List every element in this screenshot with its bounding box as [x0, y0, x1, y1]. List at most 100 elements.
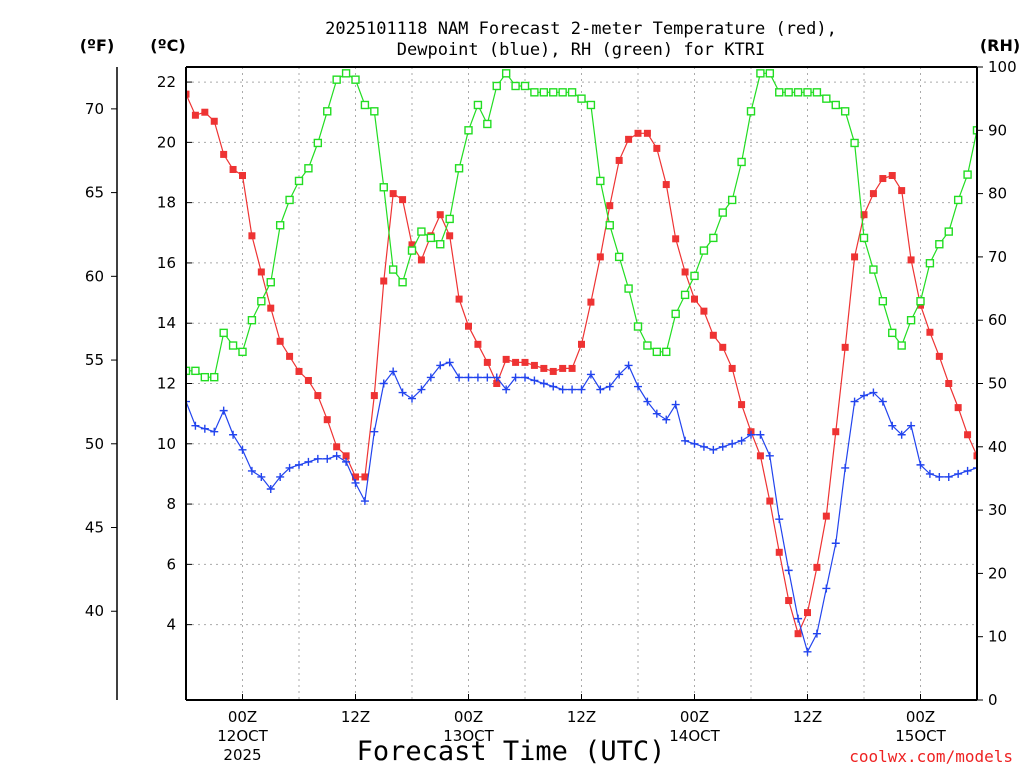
dewpoint-point — [238, 445, 247, 454]
temperature-point — [446, 232, 454, 240]
rh-point — [963, 170, 972, 179]
dewpoint-point — [304, 457, 313, 466]
temperature-point — [935, 352, 943, 360]
x-tick-label-date: 13OCT — [443, 727, 494, 745]
dewpoint-point — [389, 367, 398, 376]
dewpoint-point — [803, 647, 812, 656]
rh-point — [840, 107, 850, 116]
dewpoint-point — [925, 469, 934, 478]
dewpoint-point — [417, 385, 426, 394]
dewpoint-point — [850, 397, 859, 406]
rh-point — [266, 278, 275, 287]
rh-point — [812, 88, 822, 97]
temperature-point — [502, 355, 510, 363]
dewpoint-point — [276, 472, 285, 481]
temperature-point — [276, 337, 284, 345]
dewpoint-point — [615, 370, 624, 379]
temperature-point — [521, 358, 529, 366]
temperature-point — [239, 172, 246, 180]
temperature-point — [954, 404, 962, 412]
dewpoint-point — [549, 382, 558, 391]
rh-point — [370, 107, 379, 116]
celsius-tick-label: 10 — [157, 435, 176, 453]
x-tick-label-time: 12Z — [793, 708, 822, 726]
temperature-point — [408, 241, 416, 249]
rh-point — [549, 88, 558, 97]
temperature-point — [653, 144, 661, 152]
celsius-tick-label: 14 — [157, 314, 176, 332]
celsius-tick-label: 6 — [166, 555, 176, 573]
temperature-point — [229, 165, 237, 173]
celsius-axis-unit: (ºC) — [150, 36, 185, 55]
dewpoint-point — [370, 427, 379, 436]
rh-point — [558, 88, 567, 97]
temperature-point — [399, 196, 407, 204]
rh-point — [398, 278, 407, 287]
rh-tick-label: 30 — [988, 501, 1007, 519]
dewpoint-point — [897, 430, 906, 439]
rh-tick-label: 60 — [988, 311, 1007, 329]
dewpoint-point — [511, 373, 520, 382]
dewpoint-point — [652, 409, 661, 418]
dewpoint-point — [342, 457, 351, 466]
temperature-point — [681, 268, 689, 276]
rh-point — [567, 88, 577, 97]
celsius-tick-label: 4 — [166, 616, 176, 634]
dewpoint-point — [784, 566, 793, 575]
dewpoint-point — [860, 391, 868, 400]
temperature-point — [964, 431, 972, 439]
rh-point — [765, 69, 775, 78]
dewpoint-point — [775, 515, 784, 524]
rh-point — [445, 214, 454, 224]
rh-point — [737, 157, 746, 167]
rh-tick-label: 20 — [988, 564, 1007, 582]
fahrenheit-tick-label: 70 — [85, 100, 104, 118]
dewpoint-point — [295, 460, 303, 469]
rh-point — [605, 221, 614, 230]
dewpoint-point — [596, 385, 605, 394]
temperature-point — [851, 253, 859, 261]
rh-point — [935, 240, 944, 249]
fahrenheit-tick-label: 45 — [85, 519, 104, 537]
dewpoint-point — [944, 472, 953, 481]
rh-point — [850, 138, 859, 148]
rh-point — [360, 100, 370, 110]
rh-point — [219, 328, 228, 338]
rh-point — [624, 284, 633, 293]
temperature-point — [530, 361, 538, 369]
dewpoint-point — [398, 388, 407, 397]
rh-point — [247, 316, 257, 325]
dewpoint-point — [558, 385, 567, 394]
dewpoint-point — [200, 424, 209, 433]
rh-point — [511, 81, 520, 91]
temperature-point — [719, 343, 727, 351]
dewpoint-point — [360, 497, 369, 506]
temperature-point — [370, 392, 378, 400]
dewpoint-point — [643, 397, 652, 406]
rh-point — [539, 88, 549, 97]
dewpoint-point — [530, 376, 539, 385]
dewpoint-point — [266, 485, 275, 493]
temperature-point — [465, 322, 472, 330]
fahrenheit-tick-label: 65 — [85, 184, 104, 202]
temperature-point — [352, 473, 359, 481]
rh-tick-label: 0 — [988, 691, 998, 709]
rh-point — [888, 328, 897, 338]
temperature-point — [474, 340, 482, 348]
x-tick-label-time: 12Z — [567, 708, 596, 726]
rh-point — [388, 265, 398, 274]
temperature-point — [860, 211, 868, 219]
dewpoint-point — [210, 427, 219, 436]
temperature-point — [314, 392, 322, 400]
dewpoint-point — [737, 436, 746, 445]
x-tick-label-time: 00Z — [228, 708, 257, 726]
temperature-point — [775, 548, 783, 556]
dewpoint-point — [756, 430, 765, 439]
rh-point — [652, 347, 662, 357]
x-tick-label-date: 15OCT — [895, 727, 946, 745]
dewpoint-point — [521, 373, 529, 382]
rh-tick-label: 80 — [988, 185, 1007, 203]
rh-point — [577, 94, 586, 103]
temperature-point — [785, 597, 793, 605]
